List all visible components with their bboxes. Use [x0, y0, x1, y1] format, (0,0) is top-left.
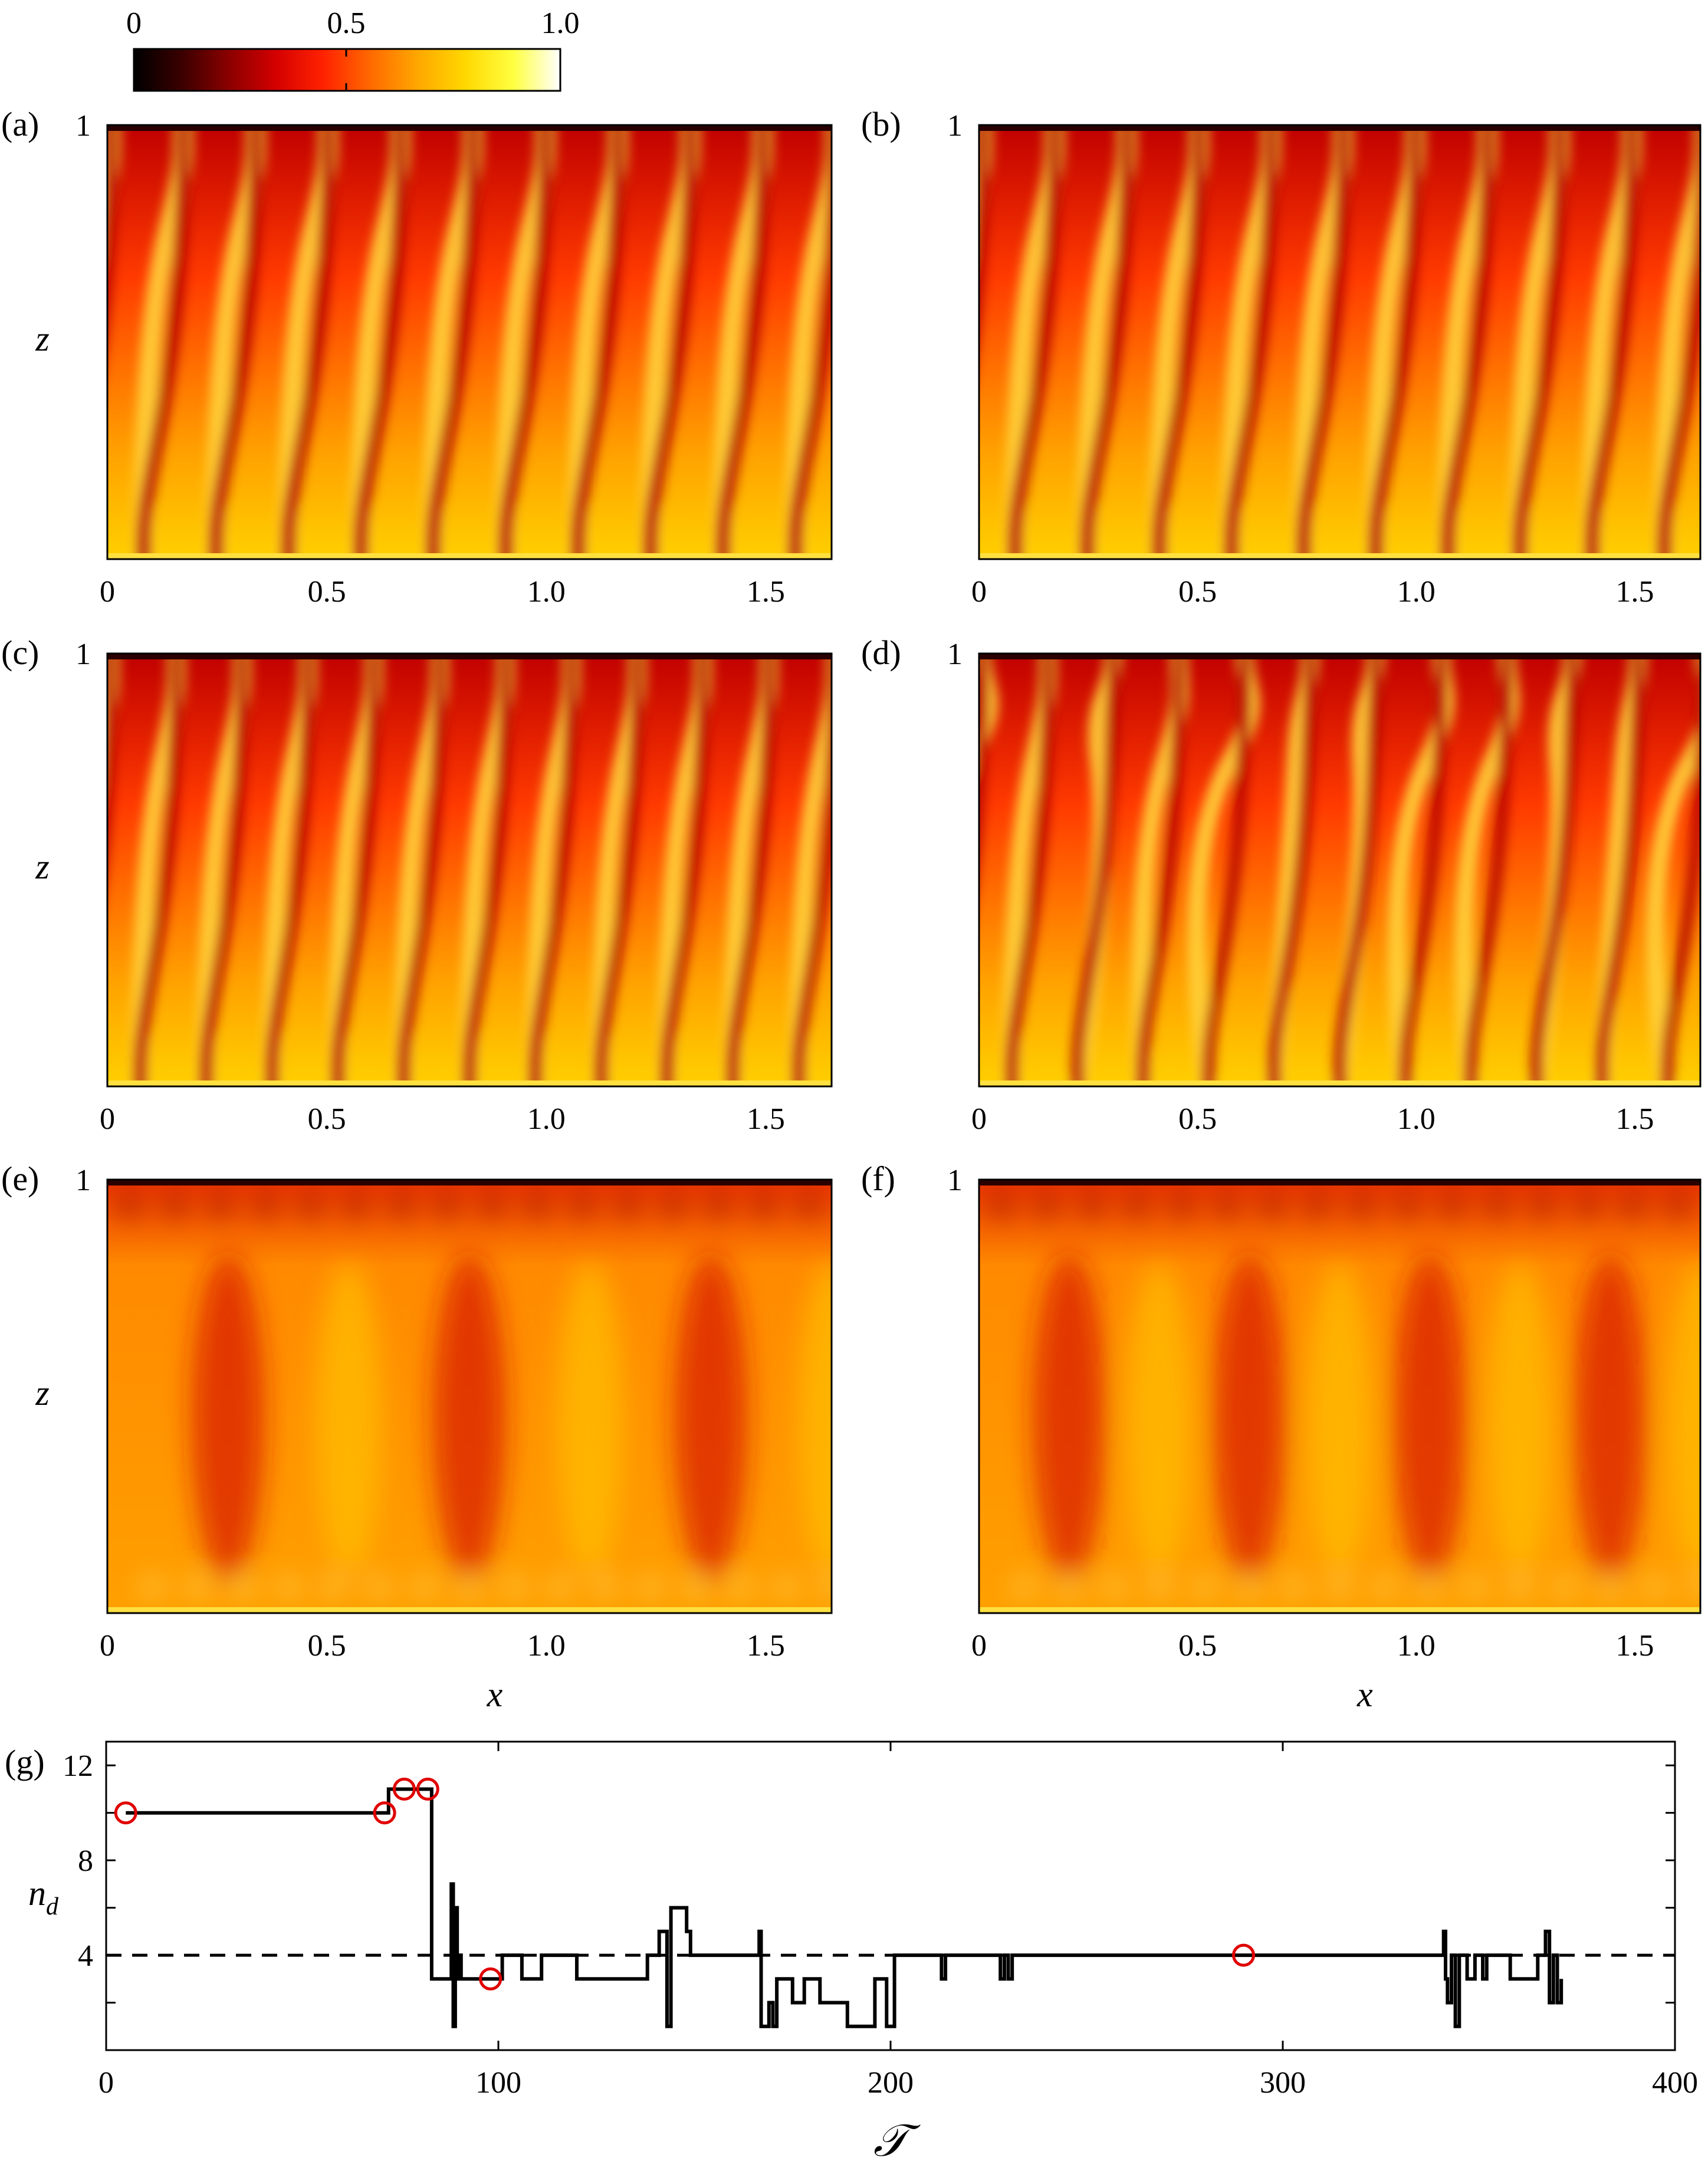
x-tick-label: 0: [971, 575, 987, 609]
panel-frame: [106, 124, 833, 560]
colorbar-tick-label: 0.5: [327, 6, 366, 40]
panel-label: (g): [5, 1743, 45, 1781]
x-tick-label: 1.0: [527, 1629, 566, 1663]
x-tick-label: 0.5: [1178, 575, 1217, 609]
x-tick-label: 1.5: [747, 1102, 785, 1136]
y-axis-label: z: [35, 320, 49, 359]
panel-label: (f): [861, 1160, 895, 1198]
temperature-field: [107, 1180, 832, 1613]
y-axis-label: z: [35, 1374, 49, 1413]
panel-frame: [978, 124, 1702, 560]
colorbar: 0 0.5 1.0: [126, 6, 580, 92]
marker-circle: [392, 1777, 416, 1801]
temperature-field: [979, 1180, 1700, 1613]
y-tick-label: 1: [947, 638, 963, 671]
time-series-panel: (g) nd 𝒯 0 100 200 300 400 4 8 12: [5, 1740, 1698, 2161]
x-tick-label: 0.5: [1178, 1102, 1217, 1136]
y-tick-label: 1: [947, 1164, 963, 1197]
x-tick-label: 0.5: [308, 575, 346, 609]
contour-panels: (a) 1z0 0.5 1.0 1.5(b) 10 0.5 1.0 1.5(c) 1z0 0.5 1.…: [1, 105, 1702, 1714]
marker-circle: [373, 1801, 396, 1825]
x-tick-label: 0: [100, 575, 115, 609]
x-tick-label: 0.5: [308, 1102, 346, 1136]
x-tick-label: 1.0: [527, 1102, 566, 1136]
y-tick-label: 1: [947, 109, 963, 143]
colorbar-tick-label: 0: [126, 6, 142, 40]
y-tick-label: 1: [75, 1164, 91, 1197]
x-tick-label: 1.5: [1615, 1629, 1654, 1663]
y-tick-label: 4: [78, 1939, 93, 1973]
x-tick-label: 400: [1652, 2066, 1698, 2100]
x-axis-label: x: [487, 1675, 503, 1714]
panel-label: (e): [1, 1160, 39, 1198]
x-tick-label: 0: [971, 1102, 987, 1136]
x-tick-label: 0.5: [308, 1629, 346, 1663]
x-tick-label: 1.5: [1615, 575, 1654, 609]
x-tick-label: 0.5: [1178, 1629, 1217, 1663]
y-axis-label: nd: [28, 1874, 59, 1920]
marker-circle: [479, 1967, 502, 1991]
marker-circle: [1232, 1943, 1255, 1967]
panel-label: (b): [861, 105, 901, 143]
x-tick-label: 1.5: [1615, 1102, 1654, 1136]
marker-circle: [114, 1801, 137, 1825]
axes: 0 100 200 300 400 4 8 12: [63, 1742, 1698, 2100]
x-tick-label: 0: [100, 1629, 115, 1663]
temperature-field: [979, 125, 1700, 559]
series-line: [126, 1787, 1564, 2028]
x-axis-label: x: [1356, 1675, 1373, 1714]
y-tick-label: 12: [63, 1749, 93, 1783]
panel-d: (d) 1 0 0.5 1.0 1.5: [861, 633, 1702, 1136]
y-tick-label: 8: [78, 1844, 93, 1878]
y-tick-label: 1: [75, 109, 91, 143]
x-tick-label: 1.5: [747, 1629, 785, 1663]
x-tick-label: 1.0: [1397, 1629, 1436, 1663]
panel-frame: [978, 1178, 1702, 1614]
y-axis-label: z: [35, 848, 49, 886]
temperature-field: [107, 125, 832, 559]
plot-frame: [105, 1740, 1676, 2051]
panel-label: (d): [861, 633, 901, 672]
x-tick-label: 0: [98, 2066, 114, 2100]
x-tick-label: 1.5: [747, 575, 785, 609]
panel-label: (a): [1, 105, 39, 143]
x-tick-label: 100: [475, 2066, 521, 2100]
x-tick-label: 300: [1260, 2066, 1306, 2100]
x-tick-label: 1.0: [1397, 1102, 1436, 1136]
marker-circle: [416, 1777, 439, 1801]
colorbar-tick-label: 1.0: [541, 6, 580, 40]
x-tick-label: 1.0: [1397, 575, 1436, 609]
x-axis-label: 𝒯: [873, 2116, 921, 2161]
x-tick-label: 0: [100, 1102, 115, 1136]
panel-a: (a) 1 z 0 0.5 1.0 1.5: [1, 105, 833, 609]
markers: [114, 1777, 1255, 1991]
panel-c: (c) 1 z 0 0.5 1.0 1.5: [1, 633, 833, 1136]
panel-frame: [106, 652, 833, 1088]
panel-b: (b) 1 0 0.5 1.0 1.5: [861, 105, 1702, 609]
panel-frame: [106, 1178, 833, 1614]
panel-e: (e) 1 z 0 0.5 1.0 1.5 x: [1, 1160, 833, 1714]
panel-f: (f) 1 0 0.5 1.0 1.5 x: [861, 1160, 1702, 1714]
panel-frame: [978, 652, 1702, 1088]
x-tick-label: 200: [868, 2066, 914, 2100]
y-tick-label: 1: [75, 638, 91, 671]
temperature-field: [979, 653, 1700, 1086]
panel-label: (c): [1, 633, 39, 672]
x-tick-label: 0: [971, 1629, 987, 1663]
temperature-field: [107, 653, 832, 1086]
x-tick-label: 1.0: [527, 575, 566, 609]
